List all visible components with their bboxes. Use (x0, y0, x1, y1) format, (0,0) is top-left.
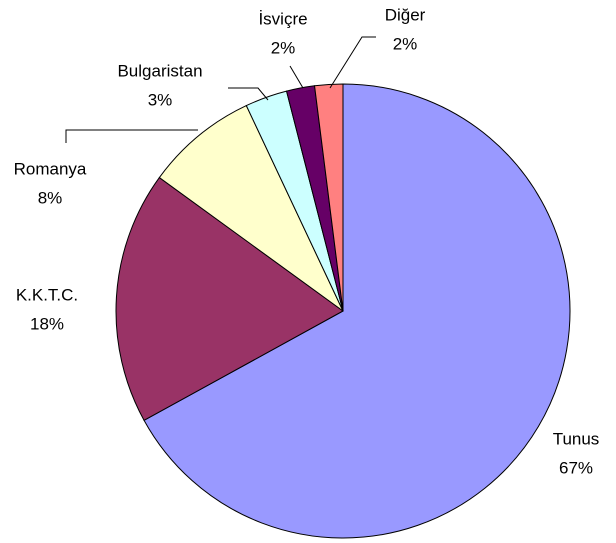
slice-label: İsviçre (258, 9, 307, 28)
leader-line (65, 129, 198, 143)
slice-value: 2% (271, 38, 296, 57)
slice-label: Bulgaristan (117, 61, 202, 80)
slice-value: 18% (30, 314, 64, 333)
pie-slice (115, 176, 344, 422)
pie-slice (158, 104, 344, 312)
slice-value: 3% (148, 90, 173, 109)
slice-label: K.K.T.C. (16, 285, 78, 304)
slice-label: Tunus (553, 429, 600, 448)
leader-line (228, 87, 269, 101)
slice-value: 67% (559, 458, 593, 477)
slice-value: 8% (38, 188, 63, 207)
pie-slice (143, 83, 571, 539)
pie-slice (313, 83, 344, 312)
leader-line (329, 36, 376, 89)
slice-value: 2% (393, 34, 418, 53)
slice-label: Diğer (385, 5, 426, 24)
slice-label: Romanya (14, 159, 87, 178)
leader-line (289, 65, 304, 89)
